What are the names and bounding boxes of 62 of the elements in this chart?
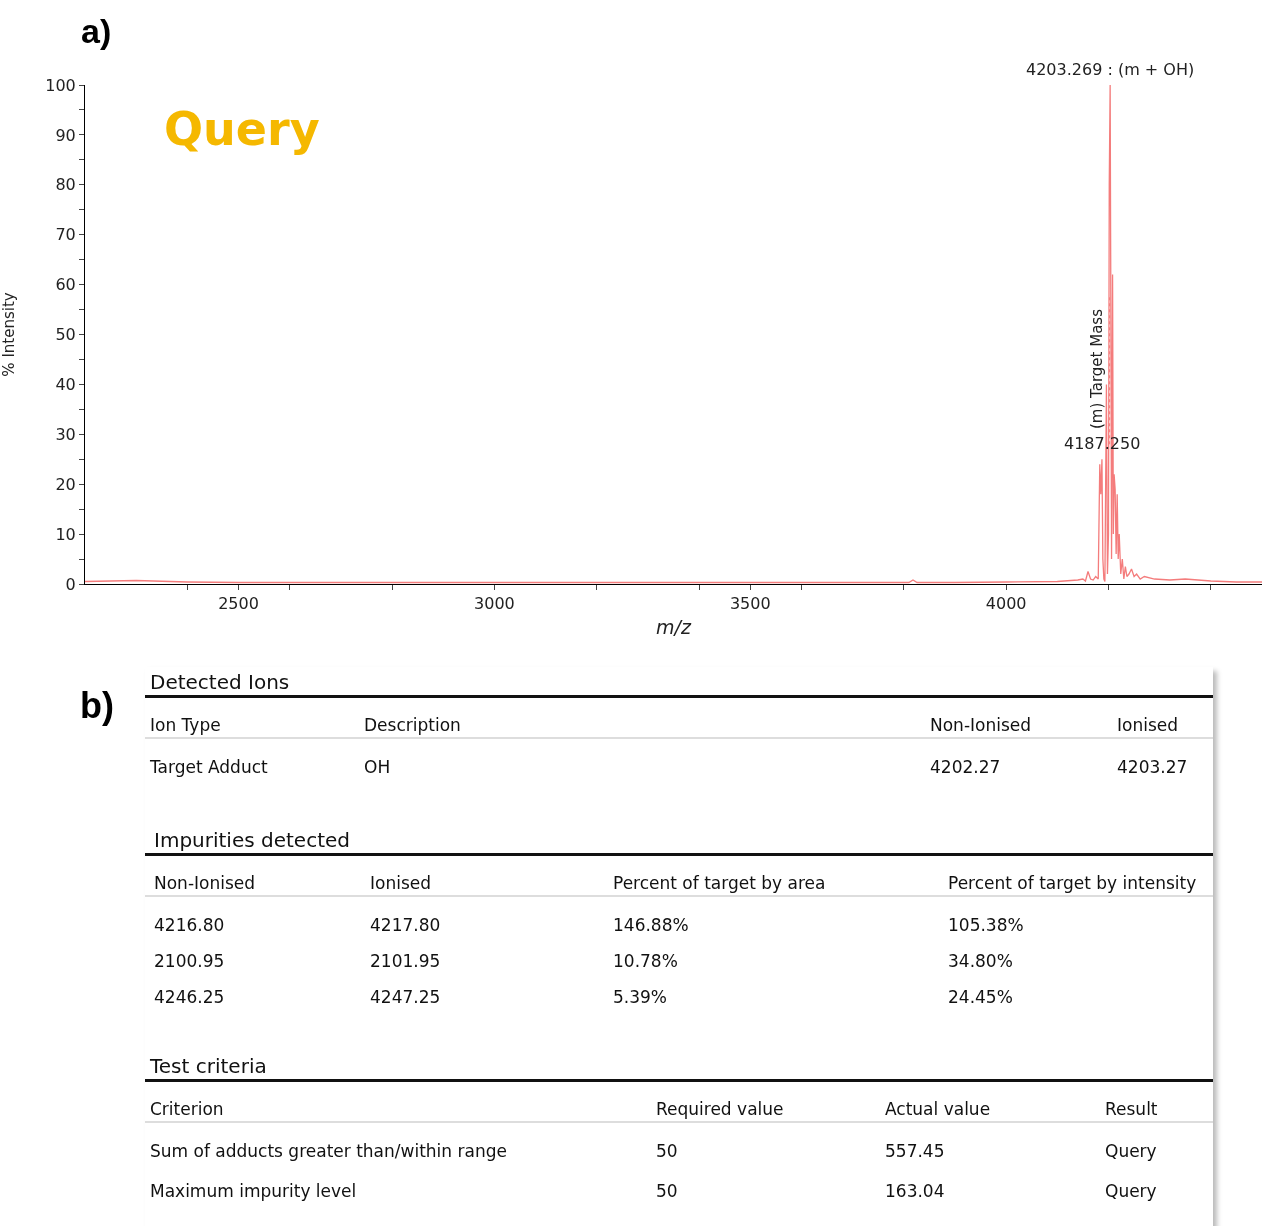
text: 163.04 [885, 1181, 945, 1201]
text: Criterion [150, 1099, 224, 1119]
text: Actual value [885, 1099, 991, 1119]
text: 2100.95 [154, 951, 225, 971]
annotation: Query [164, 102, 320, 156]
y-tick-label: 20 [55, 474, 76, 494]
text: Target Adduct [150, 757, 268, 777]
text: Non-Ionised [154, 873, 256, 893]
text: Required value [656, 1099, 784, 1119]
text: 4216.80 [154, 915, 225, 935]
y-tick-label: 80 [55, 175, 76, 195]
text: Non-Ionised [930, 715, 1032, 735]
ref-line-label: (m) Target Mass [1088, 308, 1107, 430]
x-tick-label: 2500 [218, 594, 259, 614]
text: Description [364, 715, 461, 735]
text: 4202.27 [930, 757, 1001, 777]
y-tick-label: 90 [55, 125, 76, 145]
text: Percent of target by intensity [948, 873, 1197, 893]
y-tick-label: 0 [65, 574, 76, 594]
text: 557.45 [885, 1141, 945, 1161]
text: 50 [656, 1141, 678, 1161]
x-tick-label: 3000 [474, 594, 515, 614]
y-tick-label: 40 [55, 375, 76, 394]
text: OH [364, 757, 391, 777]
text: b) [80, 685, 114, 727]
text: Test criteria [150, 1054, 267, 1078]
y-tick-label: 30 [55, 424, 76, 444]
y-tick-label: 60 [55, 275, 76, 295]
text: Result [1105, 1099, 1158, 1119]
text: 24.45% [948, 987, 1013, 1007]
text: Ion Type [150, 715, 221, 735]
text: 2101.95 [370, 951, 441, 971]
annotation: 4203.269 : (m + OH) [1026, 60, 1195, 79]
x-tick-label: 4000 [985, 594, 1027, 614]
y-tick-label: 50 [55, 325, 76, 345]
text: Impurities detected [154, 828, 350, 852]
line-series [85, 85, 1262, 584]
y-tick-label: 10 [55, 524, 76, 544]
text: a) [81, 12, 112, 50]
text: 4247.25 [370, 987, 441, 1007]
text: Query [1105, 1141, 1157, 1161]
text: 34.80% [948, 951, 1013, 971]
text: Percent of target by area [613, 873, 826, 893]
text: Sum of adducts greater than/within range [150, 1141, 507, 1161]
text: 4217.80 [370, 915, 441, 935]
text: Query [1105, 1181, 1157, 1201]
text: 105.38% [948, 915, 1024, 935]
text: 50 [656, 1181, 678, 1201]
x-tick-label: 3500 [729, 594, 771, 614]
text: 10.78% [613, 951, 678, 971]
text: 5.39% [613, 987, 668, 1007]
text: Ionised [1117, 715, 1179, 735]
text: 4246.25 [154, 987, 225, 1007]
y-tick-label: 100 [45, 75, 76, 95]
y-axis-title: % Intensity [0, 292, 18, 377]
text: 146.88% [613, 915, 689, 935]
text: Ionised [370, 873, 432, 893]
text: Detected Ions [150, 670, 290, 694]
text: Maximum impurity level [150, 1181, 357, 1201]
y-tick-label: 70 [55, 225, 76, 245]
text: 4203.27 [1117, 757, 1188, 777]
x-axis-title: m/z [656, 616, 692, 638]
